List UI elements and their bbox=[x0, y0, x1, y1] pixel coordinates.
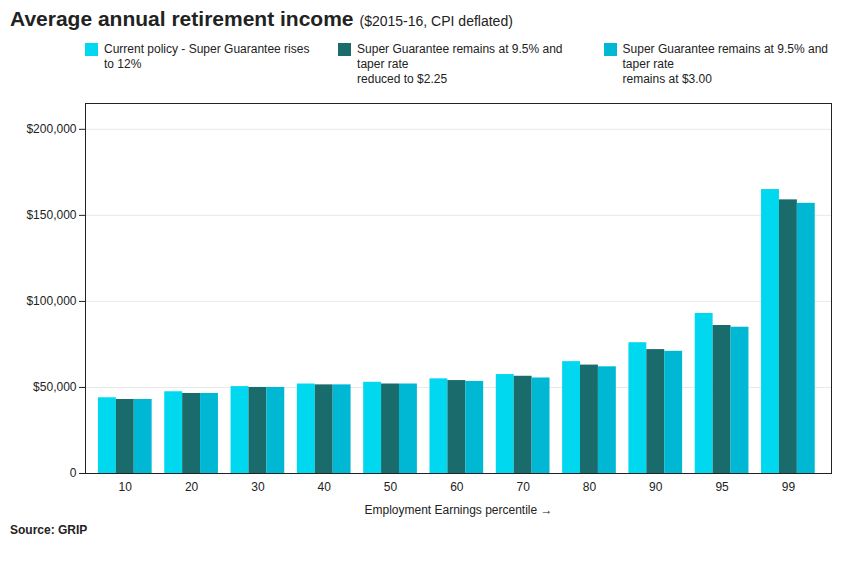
svg-text:$50,000: $50,000 bbox=[33, 380, 77, 394]
svg-text:$200,000: $200,000 bbox=[26, 122, 76, 136]
svg-text:90: 90 bbox=[649, 480, 663, 494]
svg-text:Employment Earnings percentile: Employment Earnings percentile → bbox=[364, 503, 552, 517]
svg-text:$100,000: $100,000 bbox=[26, 294, 76, 308]
html-text:Current policy - Super Guarant: Current policy - Super Guarantee rises t… bbox=[104, 42, 310, 71]
svg-text:40: 40 bbox=[318, 480, 332, 494]
svg-text:0: 0 bbox=[70, 466, 77, 480]
svg-text:60: 60 bbox=[450, 480, 464, 494]
svg-text:99: 99 bbox=[782, 480, 796, 494]
svg-text:10: 10 bbox=[119, 480, 133, 494]
html-text:Super Guarantee remains at 9.5: Super Guarantee remains at 9.5% and tape… bbox=[622, 42, 828, 86]
svg-text:$150,000: $150,000 bbox=[26, 208, 76, 222]
svg-text:70: 70 bbox=[516, 480, 530, 494]
svg-text:95: 95 bbox=[715, 480, 729, 494]
svg-text:20: 20 bbox=[185, 480, 199, 494]
svg-text:50: 50 bbox=[384, 480, 398, 494]
html-text:Source: GRIP: Source: GRIP bbox=[10, 523, 88, 537]
svg-text:30: 30 bbox=[251, 480, 265, 494]
svg-text:80: 80 bbox=[583, 480, 597, 494]
html-text:Super Guarantee remains at 9.5: Super Guarantee remains at 9.5% and tape… bbox=[357, 42, 563, 86]
html-text:Average annual retirement inco: Average annual retirement income ($2015-… bbox=[10, 7, 513, 30]
